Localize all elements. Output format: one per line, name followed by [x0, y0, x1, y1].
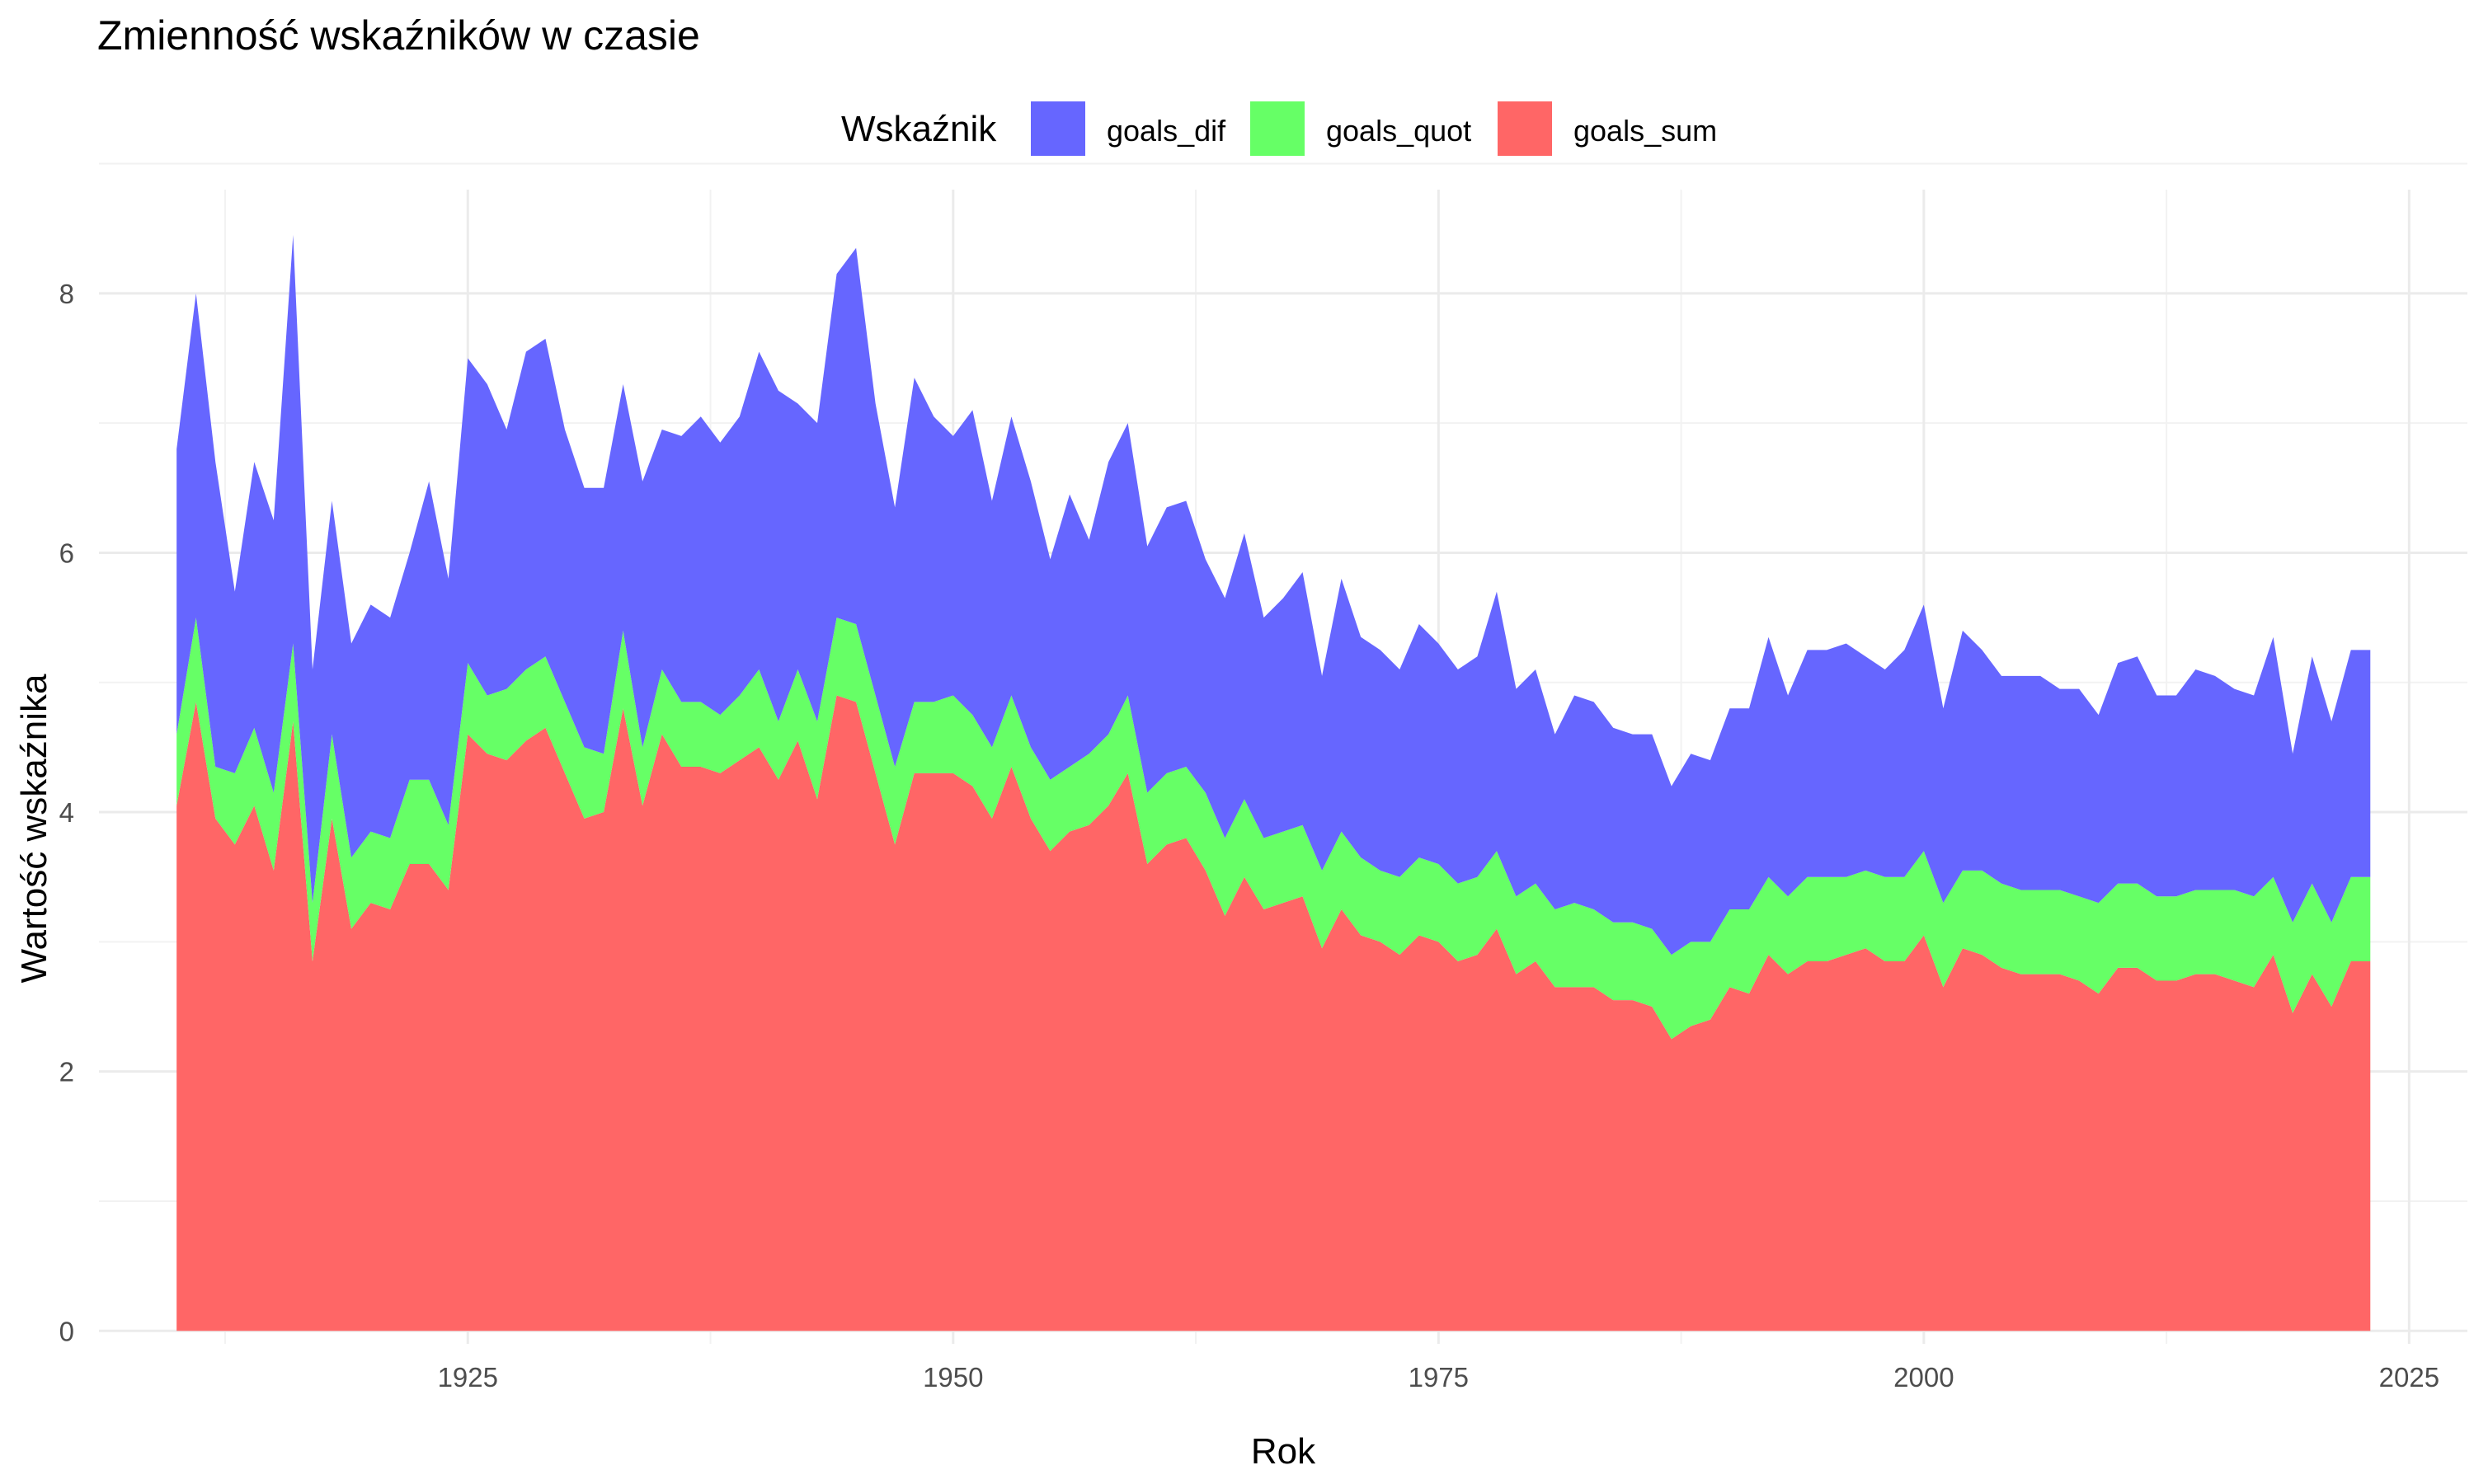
area-goals-quot [176, 618, 2371, 1040]
y-tick-label: 4 [59, 797, 74, 828]
area-goals-sum [176, 695, 2371, 1331]
y-tick-label: 0 [59, 1316, 74, 1346]
y-axis-ticks: 0 2 4 6 8 [59, 279, 74, 1346]
x-axis-ticks: 1925 1950 1975 2000 2025 [438, 1362, 2440, 1392]
legend: Wskaźnik goals_dif goals_quot goals_sum [0, 97, 2474, 163]
y-tick-label: 8 [59, 279, 74, 309]
x-tick-label: 1925 [438, 1362, 498, 1392]
legend-label-goals-sum: goals_sum [1573, 114, 1718, 148]
x-tick-label: 2000 [1893, 1362, 1954, 1392]
legend-key-goals-quot [1250, 101, 1305, 156]
legend-key-goals-dif [1031, 101, 1085, 156]
y-axis-title: Wartość wskaźnika [14, 674, 54, 983]
x-tick-label: 2025 [2379, 1362, 2439, 1392]
legend-key-goals-sum [1498, 101, 1552, 156]
y-tick-label: 2 [59, 1057, 74, 1087]
x-tick-label: 1950 [923, 1362, 983, 1392]
area-series [176, 235, 2371, 1331]
chart-title: Zmienność wskaźników w czasie [97, 12, 700, 59]
area-goals-dif [176, 235, 2371, 956]
x-axis-title: Rok [1251, 1431, 1316, 1472]
y-tick-label: 6 [59, 538, 74, 568]
legend-title: Wskaźnik [841, 109, 997, 149]
legend-label-goals-quot: goals_quot [1326, 114, 1472, 148]
x-tick-label: 1975 [1409, 1362, 1469, 1392]
legend-label-goals-dif: goals_dif [1107, 114, 1226, 148]
